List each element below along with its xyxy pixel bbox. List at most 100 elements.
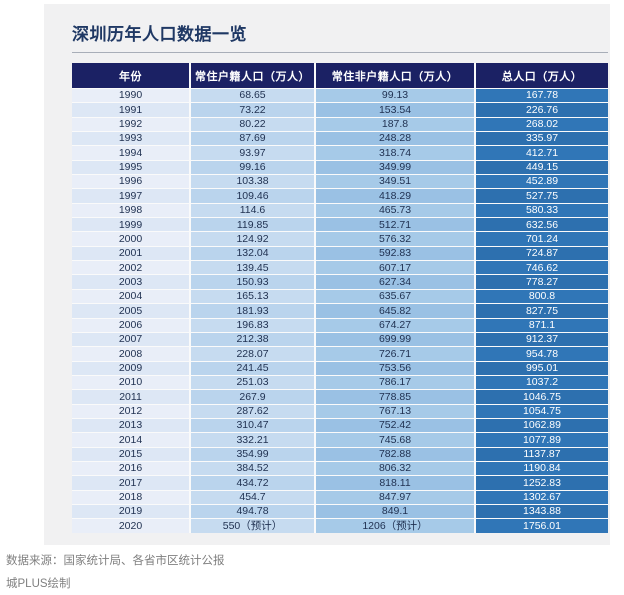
total-cell: 701.24 xyxy=(474,231,609,247)
registered-cell: 310.47 xyxy=(189,417,316,434)
footer: 数据来源：国家统计局、各省市区统计公报 城PLUS绘制 xyxy=(6,550,225,595)
non-registered-cell: 248.28 xyxy=(314,131,476,147)
header-year: 年份 xyxy=(71,62,191,89)
header-registered-population: 常住户籍人口（万人） xyxy=(189,62,316,89)
header-row: 年份 常住户籍人口（万人） 常住非户籍人口（万人） 总人口（万人） xyxy=(71,62,609,89)
non-registered-cell: 786.17 xyxy=(314,374,476,391)
total-cell: 1062.89 xyxy=(474,417,609,434)
registered-cell: 99.16 xyxy=(189,159,316,176)
table-row: 2004 165.13 635.67 800.8 xyxy=(71,288,609,305)
registered-cell: 139.45 xyxy=(189,260,316,276)
year-cell: 2013 xyxy=(71,417,191,434)
population-table: 年份 常住户籍人口（万人） 常住非户籍人口（万人） 总人口（万人） 1990 68… xyxy=(71,62,609,534)
total-cell: 827.75 xyxy=(474,303,609,319)
non-registered-cell: 753.56 xyxy=(314,360,476,376)
table-row: 2005 181.93 645.82 827.75 xyxy=(71,303,609,319)
total-cell: 800.8 xyxy=(474,288,609,305)
year-cell: 1995 xyxy=(71,159,191,176)
registered-cell: 119.85 xyxy=(189,217,316,233)
non-registered-cell: 592.83 xyxy=(314,245,476,262)
year-cell: 2020 xyxy=(71,518,191,534)
total-cell: 1046.75 xyxy=(474,389,609,405)
table-row: 1996 103.38 349.51 452.89 xyxy=(71,174,609,190)
table-row: 1993 87.69 248.28 335.97 xyxy=(71,131,609,147)
population-table-body: 1990 68.65 99.13 167.78 1991 73.22 153.54 226.7… xyxy=(71,87,609,534)
table-row: 2008 228.07 726.71 954.78 xyxy=(71,346,609,362)
year-cell: 2004 xyxy=(71,288,191,305)
data-source-note: 数据来源：国家统计局、各省市区统计公报 xyxy=(6,555,225,567)
header-non-registered-population: 常住非户籍人口（万人） xyxy=(314,62,476,89)
registered-cell: 181.93 xyxy=(189,303,316,319)
total-cell: 912.37 xyxy=(474,331,609,348)
registered-cell: 103.38 xyxy=(189,174,316,190)
non-registered-cell: 465.73 xyxy=(314,202,476,219)
table-row: 1994 93.97 318.74 412.71 xyxy=(71,145,609,161)
total-cell: 1190.84 xyxy=(474,460,609,477)
registered-cell: 68.65 xyxy=(189,87,316,104)
table-row: 2019 494.78 849.1 1343.88 xyxy=(71,503,609,520)
total-cell: 746.62 xyxy=(474,260,609,276)
total-cell: 335.97 xyxy=(474,131,609,147)
total-cell: 527.75 xyxy=(474,188,609,204)
total-cell: 167.78 xyxy=(474,87,609,104)
total-cell: 778.27 xyxy=(474,274,609,290)
table-header: 年份 常住户籍人口（万人） 常住非户籍人口（万人） 总人口（万人） xyxy=(71,62,609,89)
year-cell: 1999 xyxy=(71,217,191,233)
year-cell: 1991 xyxy=(71,102,191,118)
page-title: 深圳历年人口数据一览 xyxy=(72,25,247,44)
registered-cell: 241.45 xyxy=(189,360,316,376)
table-row: 2001 132.04 592.83 724.87 xyxy=(71,245,609,262)
year-cell: 2009 xyxy=(71,360,191,376)
total-cell: 724.87 xyxy=(474,245,609,262)
total-cell: 1054.75 xyxy=(474,403,609,419)
non-registered-cell: 745.68 xyxy=(314,432,476,448)
header-total-population: 总人口（万人） xyxy=(474,62,609,89)
registered-cell: 109.46 xyxy=(189,188,316,204)
registered-cell: 550（预计） xyxy=(189,518,316,534)
registered-cell: 150.93 xyxy=(189,274,316,290)
table-row: 2014 332.21 745.68 1077.89 xyxy=(71,432,609,448)
total-cell: 412.71 xyxy=(474,145,609,161)
registered-cell: 384.52 xyxy=(189,460,316,477)
table-row: 2012 287.62 767.13 1054.75 xyxy=(71,403,609,419)
year-cell: 2006 xyxy=(71,317,191,333)
total-cell: 995.01 xyxy=(474,360,609,376)
table-row: 2009 241.45 753.56 995.01 xyxy=(71,360,609,376)
non-registered-cell: 576.32 xyxy=(314,231,476,247)
year-cell: 1998 xyxy=(71,202,191,219)
table-row: 2011 267.9 778.85 1046.75 xyxy=(71,389,609,405)
total-cell: 871.1 xyxy=(474,317,609,333)
year-cell: 2016 xyxy=(71,460,191,477)
table-row: 1990 68.65 99.13 167.78 xyxy=(71,87,609,104)
non-registered-cell: 847.97 xyxy=(314,489,476,505)
table-row: 1998 114.6 465.73 580.33 xyxy=(71,202,609,219)
year-cell: 2001 xyxy=(71,245,191,262)
non-registered-cell: 349.99 xyxy=(314,159,476,176)
non-registered-cell: 778.85 xyxy=(314,389,476,405)
non-registered-cell: 99.13 xyxy=(314,87,476,104)
total-cell: 1252.83 xyxy=(474,475,609,491)
total-cell: 1037.2 xyxy=(474,374,609,391)
registered-cell: 434.72 xyxy=(189,475,316,491)
registered-cell: 267.9 xyxy=(189,389,316,405)
non-registered-cell: 767.13 xyxy=(314,403,476,419)
non-registered-cell: 782.88 xyxy=(314,446,476,462)
table-row: 2015 354.99 782.88 1137.87 xyxy=(71,446,609,462)
table-row: 2013 310.47 752.42 1062.89 xyxy=(71,417,609,434)
table-row: 2016 384.52 806.32 1190.84 xyxy=(71,460,609,477)
year-cell: 1992 xyxy=(71,116,191,133)
year-cell: 1993 xyxy=(71,131,191,147)
year-cell: 2002 xyxy=(71,260,191,276)
registered-cell: 80.22 xyxy=(189,116,316,133)
non-registered-cell: 752.42 xyxy=(314,417,476,434)
total-cell: 954.78 xyxy=(474,346,609,362)
year-cell: 1994 xyxy=(71,145,191,161)
non-registered-cell: 349.51 xyxy=(314,174,476,190)
year-cell: 2014 xyxy=(71,432,191,448)
registered-cell: 251.03 xyxy=(189,374,316,391)
year-cell: 2005 xyxy=(71,303,191,319)
table-row: 2018 454.7 847.97 1302.67 xyxy=(71,489,609,505)
non-registered-cell: 512.71 xyxy=(314,217,476,233)
year-cell: 2018 xyxy=(71,489,191,505)
non-registered-cell: 627.34 xyxy=(314,274,476,290)
